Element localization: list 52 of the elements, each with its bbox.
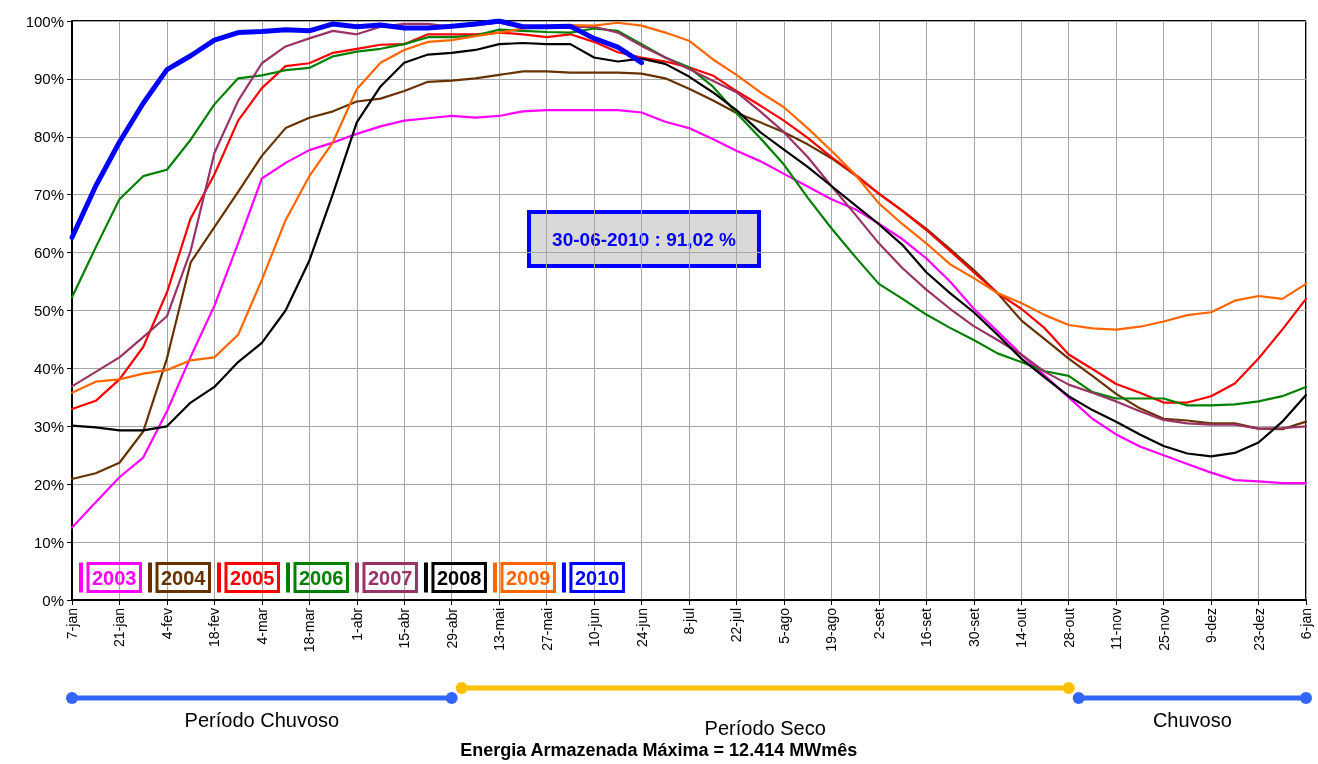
y-tick-label: 30% [33,417,64,435]
legend-label: 2005 [229,566,275,589]
x-tick-label: 30-set [965,607,982,647]
text: Período Seco [704,717,826,739]
x-tick-label: 29-abr [443,607,460,649]
line-series [70,109,1308,529]
x-tick-label: 15-abr [396,607,413,649]
legend-label: 2007 [367,566,413,589]
x-tick-label: 22-jul [728,608,745,643]
x-tick-label: 4-fev [158,608,175,640]
y-tick-label: 80% [33,128,64,146]
legend-label: 2004 [160,566,207,589]
x-tick-label: 14-out [1013,607,1030,648]
y-tick-label: 0% [42,591,64,609]
x-tick-label: 18-mar [301,607,318,653]
legend-label: 2008 [436,566,482,589]
x-tick-label: 2-set [870,607,887,640]
annotation: 30-06-2010 : 91,02 % [552,228,736,250]
x-tick-label: 18-fev [206,608,223,647]
x-tick-label: 5-ago [775,607,792,644]
x-tick-label: 21-jan [111,608,128,647]
x-tick-label: 16-set [918,607,935,647]
x-tick-label: 19-ago [823,607,840,652]
x-tick-label: 10-jun [586,608,603,647]
text: Período Chuvoso [184,709,340,731]
text: Chuvoso [1152,709,1232,731]
y-tick-label: 70% [33,186,64,204]
y-tick-label: 40% [33,359,64,377]
x-tick-label: 7-jan [64,608,80,640]
y-tick-label: 90% [33,70,64,88]
x-tick-label: 24-jun [633,608,650,647]
legend-label: 2003 [92,566,137,589]
x-tick-label: 23-dez [1250,608,1267,651]
text: Energia Armazenada Máxima = 12.414 MWmês [460,740,858,760]
x-tick-label: 9-dez [1203,608,1220,644]
y-tick-label: 60% [33,244,64,262]
y-tick-label: 20% [33,475,64,493]
y-tick-label: 10% [33,533,64,551]
x-tick-label: 13-mai [491,608,508,651]
legend-label: 2010 [574,566,620,589]
legend-label: 2009 [505,566,551,589]
x-tick-label: 27-mai [538,608,555,651]
legend-label: 2006 [298,566,344,589]
x-tick-label: 11-nov [1108,608,1125,650]
x-tick-label: 25-nov [1155,608,1172,651]
x-tick-label: 6-jan [1298,608,1314,640]
x-tick-label: 1-abr [348,607,365,641]
y-tick-label: 100% [25,12,64,30]
x-tick-label: 8-jul [681,608,697,635]
x-tick-label: 28-out [1060,607,1077,648]
y-tick-label: 50% [33,302,64,319]
x-tick-label: 4-mar [253,607,270,645]
